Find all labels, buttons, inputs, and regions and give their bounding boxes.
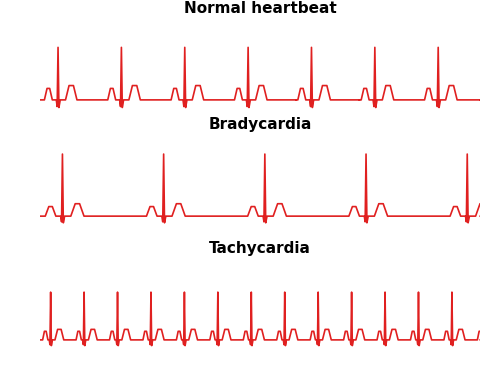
Title: Bradycardia: Bradycardia	[208, 117, 312, 132]
Title: Normal heartbeat: Normal heartbeat	[184, 1, 336, 16]
Title: Tachycardia: Tachycardia	[209, 241, 311, 256]
